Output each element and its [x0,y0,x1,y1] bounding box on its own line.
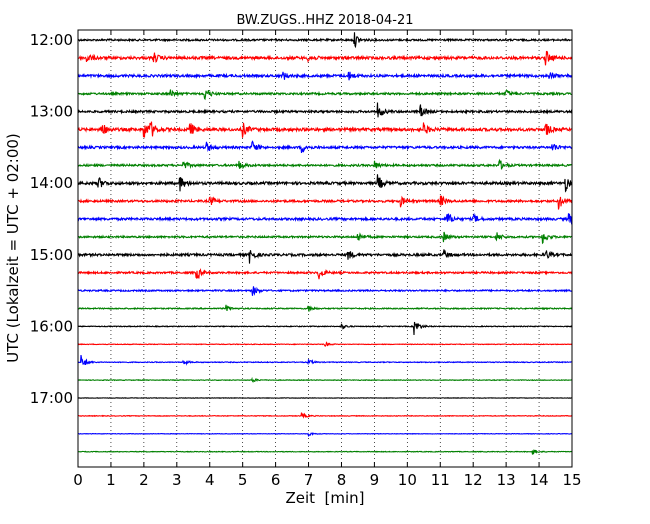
y-tick-label: 13:00 [30,103,73,121]
x-tick-label: 1 [106,471,116,489]
trace-1615 [78,343,572,347]
trace-1415 [78,196,572,210]
x-tick-label: 10 [398,471,417,489]
y-tick-label: 12:00 [30,31,73,49]
trace-1445 [78,232,572,243]
x-tick-label: 13 [497,471,516,489]
x-axis-label: Zeit [min] [285,489,364,507]
trace-1300 [78,102,572,117]
y-tick-label: 15:00 [30,246,73,264]
trace-1530 [78,286,572,296]
chart-title: BW.ZUGS..HHZ 2018-04-21 [236,13,413,28]
trace-1745 [78,450,572,455]
trace-1645 [78,379,572,382]
x-tick-label: 5 [238,471,248,489]
trace-lines [78,32,572,454]
trace-1200 [78,32,572,46]
trace-1600 [78,322,572,335]
trace-1430 [78,213,572,222]
x-tick-label: 12 [464,471,483,489]
x-tick-label: 4 [205,471,215,489]
trace-1315 [78,122,572,138]
trace-1630 [78,355,572,365]
trace-1515 [78,270,572,279]
x-tick-label: 7 [304,471,314,489]
y-axis-label: UTC (Lokalzeit = UTC + 02:00) [4,133,22,363]
trace-1245 [78,90,572,100]
y-tick-label: 17:00 [30,389,73,407]
x-tick-label: 14 [530,471,549,489]
trace-1215 [78,51,572,65]
x-tick-label: 3 [172,471,182,489]
x-tick-label: 9 [370,471,380,489]
y-tick-label: 14:00 [30,174,73,192]
x-tick-label: 6 [271,471,281,489]
trace-1715 [78,413,572,418]
grid-lines [111,30,539,467]
x-tick-label: 2 [139,471,149,489]
x-tick-label: 8 [337,471,347,489]
trace-1230 [78,72,572,81]
trace-1330 [78,141,572,153]
trace-1345 [78,160,572,169]
trace-1400 [78,174,572,191]
trace-1730 [78,433,572,436]
x-tick-label: 15 [562,471,581,489]
x-tick-label: 0 [73,471,83,489]
trace-1545 [78,305,572,312]
x-tick-label: 11 [431,471,450,489]
plot-frame [78,30,572,467]
y-tick-label: 16:00 [30,317,73,335]
trace-1500 [78,249,572,263]
